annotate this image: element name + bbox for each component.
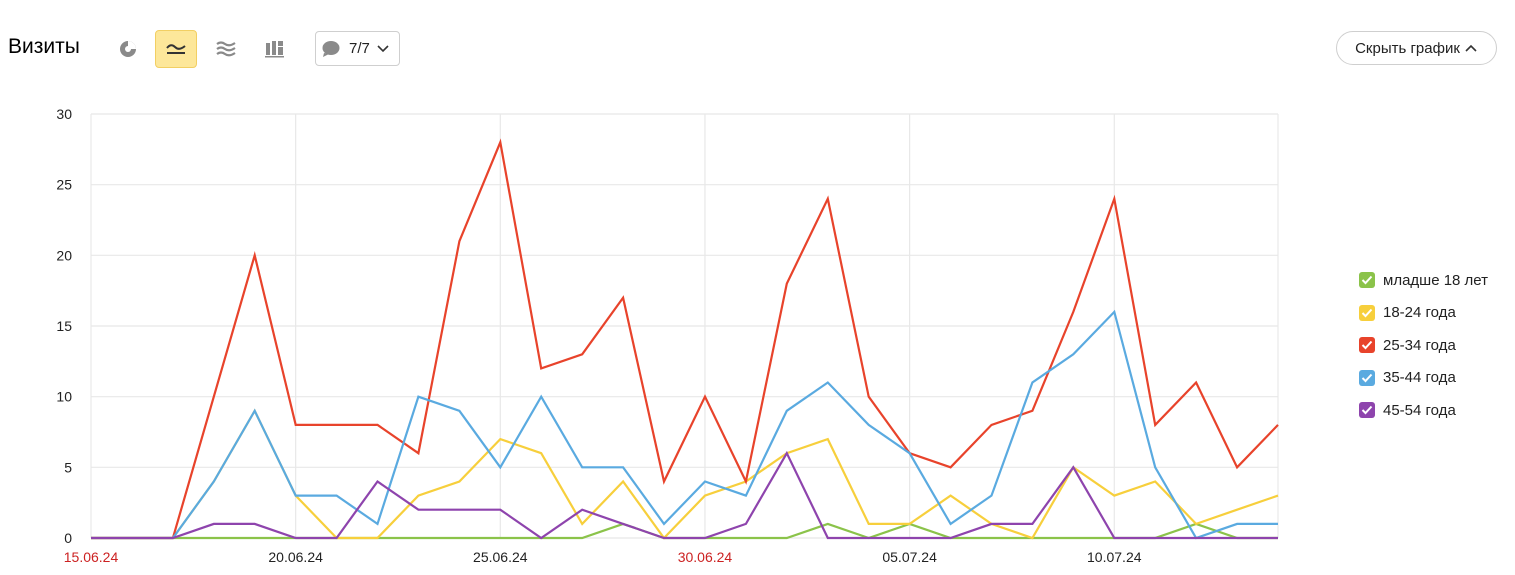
series-line-2 [91, 138, 1279, 540]
y-tick-label: 10 [56, 389, 72, 405]
x-axis: 15.06.24 20.06.24 25.06.24 30.06.24 05.07.24… [64, 549, 1142, 565]
x-tick-label: 05.07.24 [882, 549, 937, 565]
check-icon [1359, 304, 1375, 321]
check-icon [1359, 402, 1375, 419]
y-tick-label: 25 [56, 177, 72, 193]
legend-item[interactable]: 35-44 года [1359, 362, 1488, 395]
check-icon [1359, 369, 1375, 386]
legend-label: 25-34 года [1383, 336, 1456, 354]
x-tick-label: 10.07.24 [1087, 549, 1142, 565]
x-tick-label: 15.06.24 [64, 549, 119, 565]
y-tick-label: 5 [64, 459, 72, 475]
pie-chart-icon [120, 41, 136, 57]
legend-label: младше 18 лет [1383, 271, 1489, 289]
legend-label: 35-44 года [1383, 369, 1456, 387]
legend-label: 18-24 года [1383, 304, 1456, 322]
check-icon [1359, 272, 1375, 289]
page-title: Визиты [8, 35, 80, 58]
x-tick-label: 20.06.24 [268, 549, 323, 565]
line-chart-button[interactable] [155, 30, 197, 68]
series-line-4 [91, 450, 1278, 540]
legend-item[interactable]: 25-34 года [1359, 329, 1488, 362]
chevron-down-icon [377, 44, 389, 52]
segments-count: 7/7 [349, 40, 370, 57]
series-line-1 [91, 408, 1279, 540]
check-icon [1359, 337, 1375, 354]
series-line-3 [91, 309, 1278, 540]
legend-item[interactable]: 18-24 года [1359, 297, 1488, 330]
y-axis: 0 5 10 15 20 25 30 [56, 106, 72, 546]
y-tick-label: 15 [56, 318, 72, 334]
legend-item[interactable]: младше 18 лет [1359, 264, 1488, 297]
series-line-0 [91, 522, 1278, 540]
hide-chart-label: Скрыть график [1355, 39, 1460, 57]
chart-legend: младше 18 лет 18-24 года 25-34 года 35-44 г… [1359, 264, 1488, 427]
area-chart-icon [216, 41, 236, 57]
comment-icon [322, 40, 340, 57]
hide-chart-button[interactable]: Скрыть график [1336, 31, 1497, 65]
x-tick-label: 30.06.24 [678, 549, 733, 565]
pie-chart-button[interactable] [107, 30, 149, 68]
y-tick-label: 0 [64, 530, 72, 546]
line-chart-icon [166, 44, 186, 54]
chart-series [91, 138, 1279, 540]
y-tick-label: 30 [56, 106, 72, 122]
column-chart-icon [265, 41, 284, 58]
legend-item[interactable]: 45-54 года [1359, 394, 1488, 427]
chevron-up-icon [1465, 44, 1477, 52]
area-chart-button[interactable] [205, 30, 247, 68]
y-tick-label: 20 [56, 247, 72, 263]
legend-label: 45-54 года [1383, 401, 1456, 419]
x-tick-label: 25.06.24 [473, 549, 528, 565]
segments-button[interactable]: 7/7 [315, 31, 400, 66]
column-chart-button[interactable] [254, 30, 296, 68]
